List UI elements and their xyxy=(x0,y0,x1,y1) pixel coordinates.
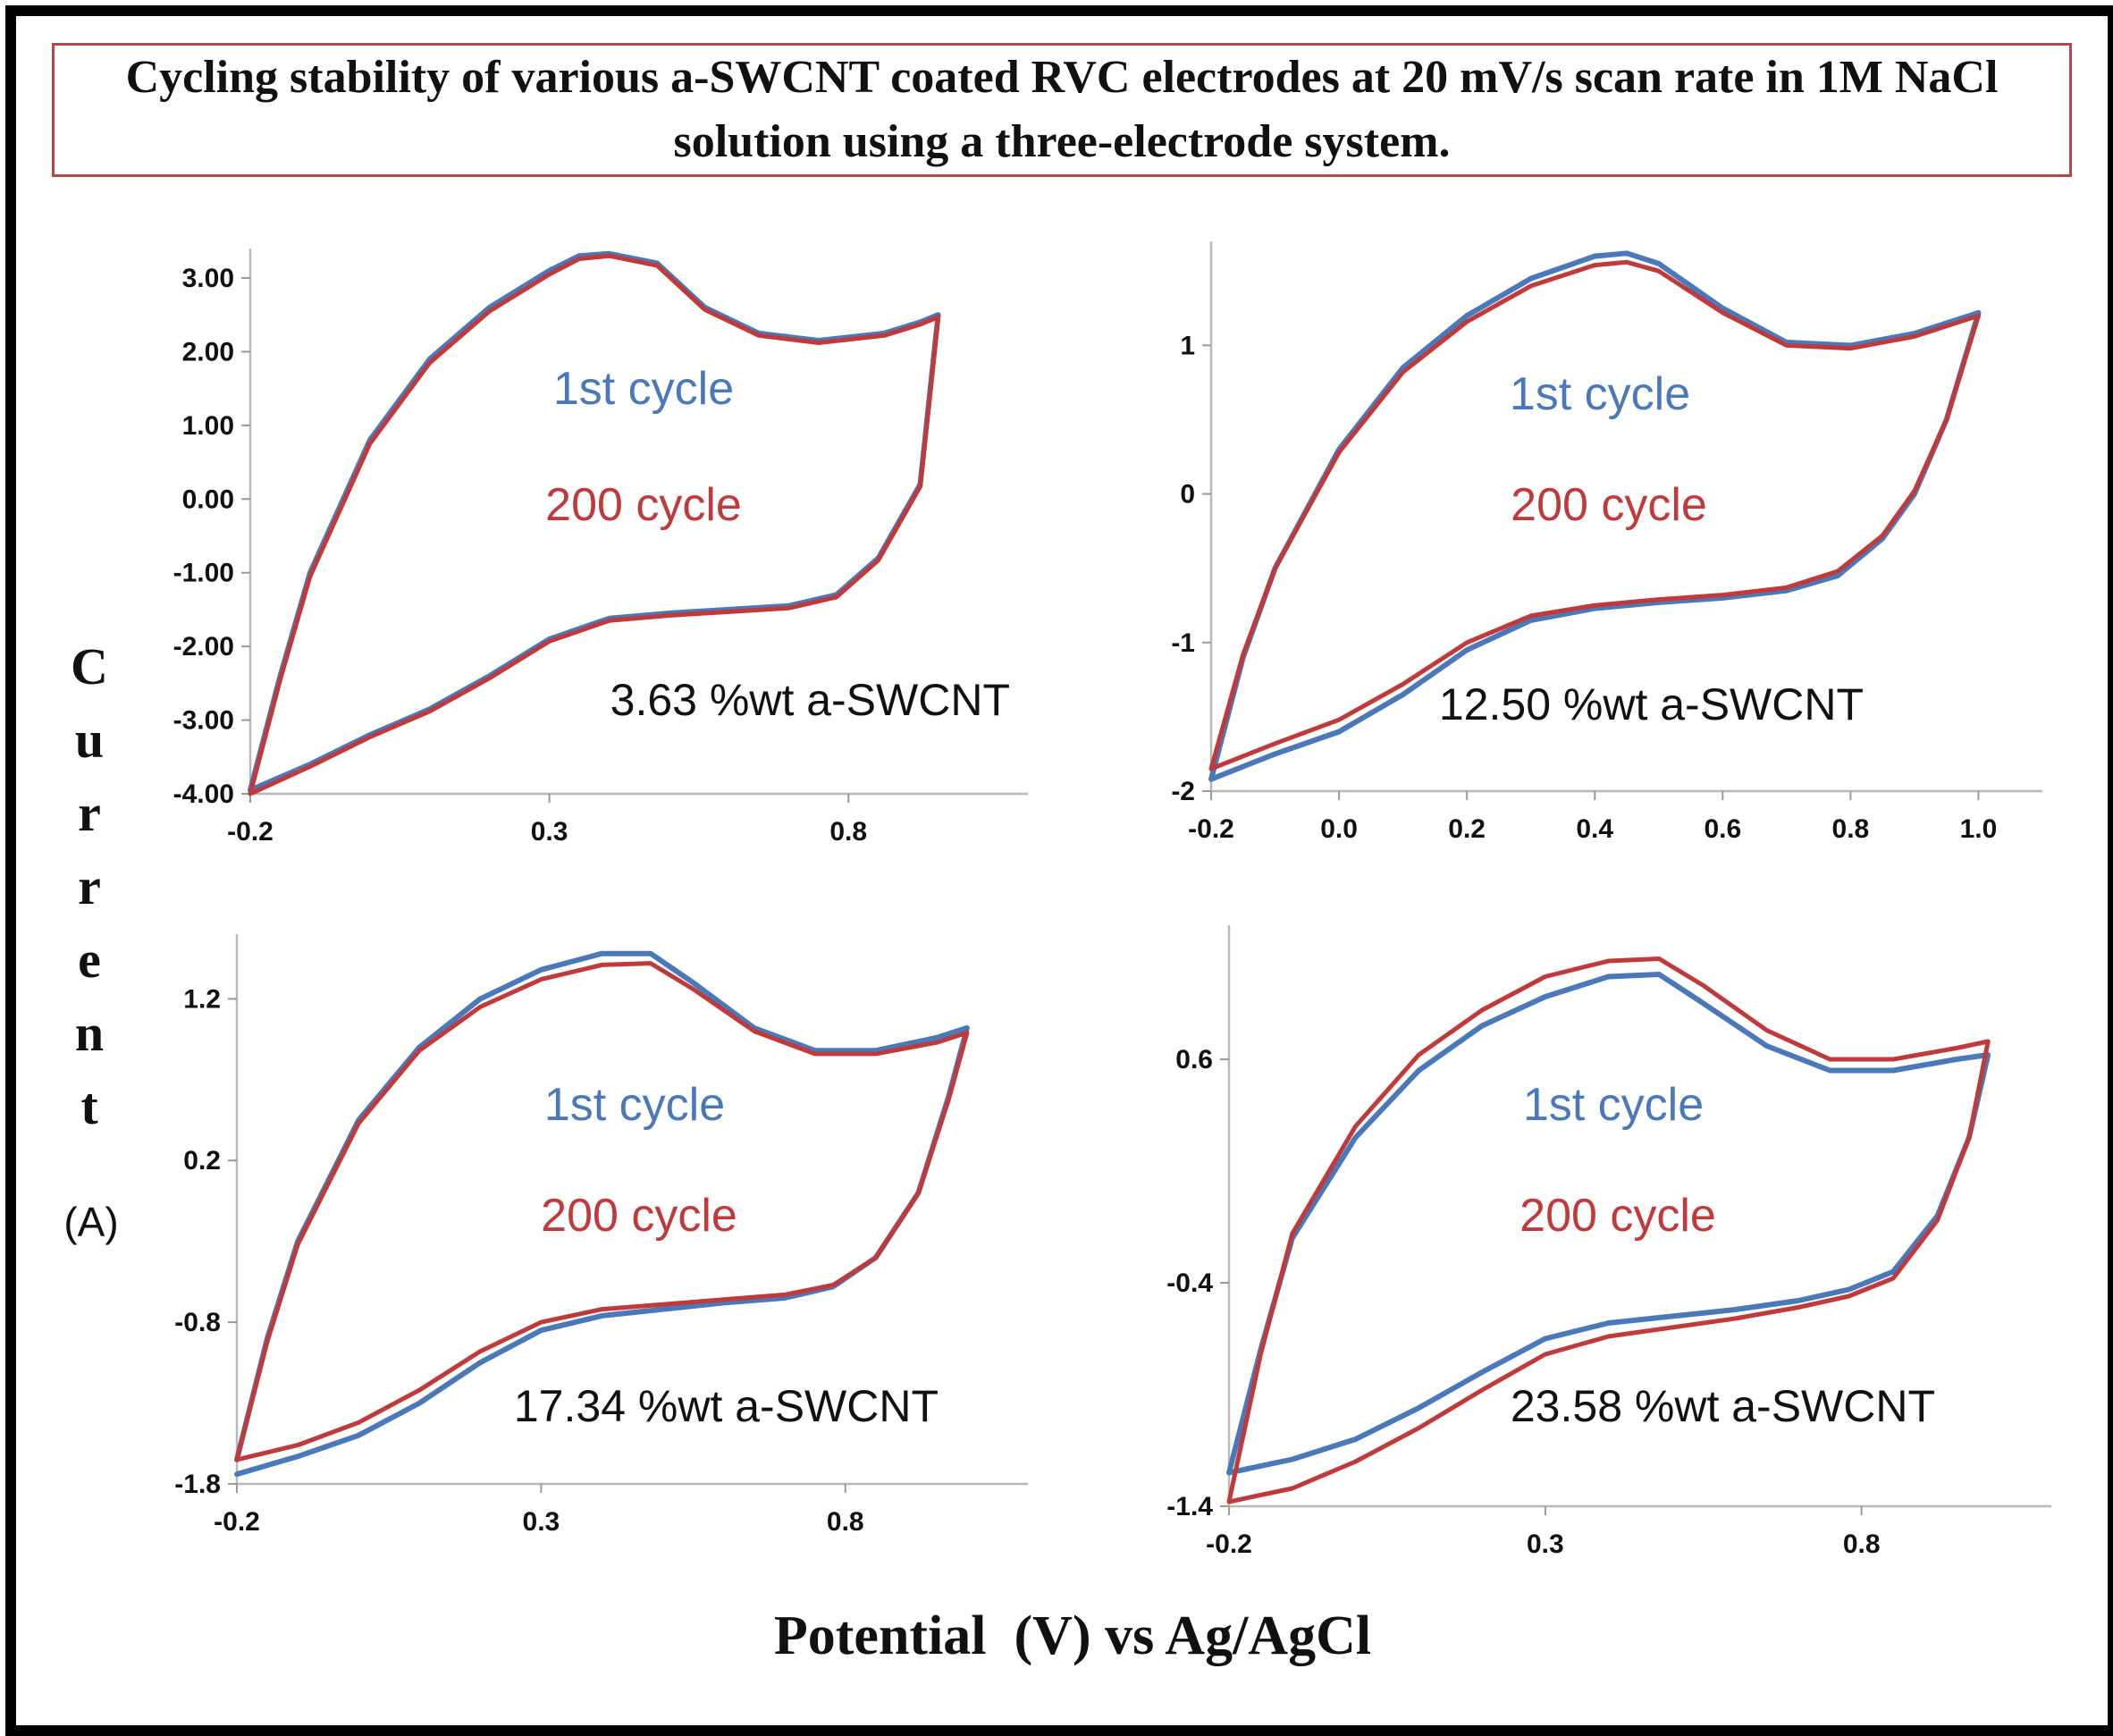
y-tick-label: 0.2 xyxy=(183,1146,221,1176)
legend-label-1st-cycle: 1st cycle xyxy=(1510,368,1690,420)
x-tick-label: 0.8 xyxy=(1843,1530,1881,1559)
series-line-200-cycle xyxy=(234,961,970,1462)
figure-title: Cycling stability of various a-SWCNT coa… xyxy=(125,52,1999,167)
y-tick-label: -1.4 xyxy=(1166,1492,1213,1521)
x-tick-label: 0.8 xyxy=(1832,814,1870,844)
panel-title: 12.50 %wt a-SWCNT xyxy=(1439,679,1864,729)
panel-title: 3.63 %wt a-SWCNT xyxy=(610,675,1010,725)
legend-label-1st-cycle: 1st cycle xyxy=(1523,1079,1704,1131)
x-tick-label: 0.4 xyxy=(1576,814,1613,844)
title-box: Cycling stability of various a-SWCNT coa… xyxy=(52,43,2072,177)
legend-label-200-cycle: 200 cycle xyxy=(541,1190,737,1242)
y-axis-label-letter: t xyxy=(80,1077,98,1135)
x-tick-label: 0.8 xyxy=(829,817,867,847)
y-axis-label-letter: u xyxy=(74,711,105,769)
y-tick-label: 1.00 xyxy=(182,411,234,441)
legend-label-1st-cycle: 1st cycle xyxy=(553,363,734,415)
legend-label-200-cycle: 200 cycle xyxy=(545,479,742,531)
y-axis-label-letter: C xyxy=(71,637,108,695)
series-line-200-cycle xyxy=(248,253,941,796)
panel-title: 23.58 %wt a-SWCNT xyxy=(1511,1381,1935,1431)
y-tick-label: 1.2 xyxy=(183,984,221,1014)
series-line-200-cycle xyxy=(1226,956,1991,1504)
x-tick-label: -0.2 xyxy=(214,1507,260,1537)
x-tick-label: -0.2 xyxy=(1188,814,1234,844)
panel-title: 17.34 %wt a-SWCNT xyxy=(514,1381,939,1431)
y-tick-label: 0.6 xyxy=(1175,1045,1213,1074)
x-tick-label: -0.2 xyxy=(227,817,274,847)
y-axis-label-letter: e xyxy=(78,931,101,989)
y-tick-label: -4.00 xyxy=(173,780,234,809)
x-tick-label: 0.0 xyxy=(1320,814,1358,844)
series-line-1st-cycle xyxy=(1208,250,1982,782)
y-tick-label: -2 xyxy=(1171,777,1195,806)
x-tick-label: 0.3 xyxy=(531,817,568,847)
x-tick-label: 0.8 xyxy=(827,1507,864,1537)
y-tick-label: -0.8 xyxy=(174,1308,221,1337)
y-tick-label: 0 xyxy=(1180,480,1195,510)
y-axis-label-letter: r xyxy=(78,784,101,842)
x-tick-label: -0.2 xyxy=(1206,1530,1252,1559)
legend-label-1st-cycle: 1st cycle xyxy=(544,1079,725,1131)
y-axis-label-letter: r xyxy=(78,857,101,915)
y-tick-label: -2.00 xyxy=(173,632,234,662)
y-tick-label: 1 xyxy=(1180,331,1195,360)
y-tick-label: 3.00 xyxy=(182,264,234,293)
series-line-200-cycle xyxy=(1208,259,1981,771)
x-tick-label: 0.2 xyxy=(1448,814,1486,844)
x-tick-label: 0.3 xyxy=(1527,1530,1564,1559)
y-tick-label: -3.00 xyxy=(173,706,234,736)
series-line-1st-cycle xyxy=(1226,972,1991,1476)
x-tick-label: 1.0 xyxy=(1960,814,1998,844)
y-tick-label: -1 xyxy=(1171,628,1195,658)
x-axis-label: Potential (V) vs Ag/AgCl xyxy=(773,1605,1372,1666)
y-tick-label: -1.00 xyxy=(173,559,234,588)
x-tick-label: 0.3 xyxy=(523,1507,560,1537)
legend-label-200-cycle: 200 cycle xyxy=(1520,1190,1716,1242)
series-line-1st-cycle xyxy=(234,950,970,1478)
y-axis-label: C u r r e n t xyxy=(63,630,116,1143)
y-tick-label: 2.00 xyxy=(182,337,234,367)
y-tick-label: 0.00 xyxy=(182,485,234,514)
y-tick-label: -1.8 xyxy=(174,1470,221,1499)
y-axis-label-letter: n xyxy=(74,1004,105,1062)
legend-label-200-cycle: 200 cycle xyxy=(1511,479,1707,531)
y-axis-unit: (A) xyxy=(63,1199,119,1245)
y-tick-label: -0.4 xyxy=(1166,1268,1213,1298)
x-tick-label: 0.6 xyxy=(1704,814,1741,844)
